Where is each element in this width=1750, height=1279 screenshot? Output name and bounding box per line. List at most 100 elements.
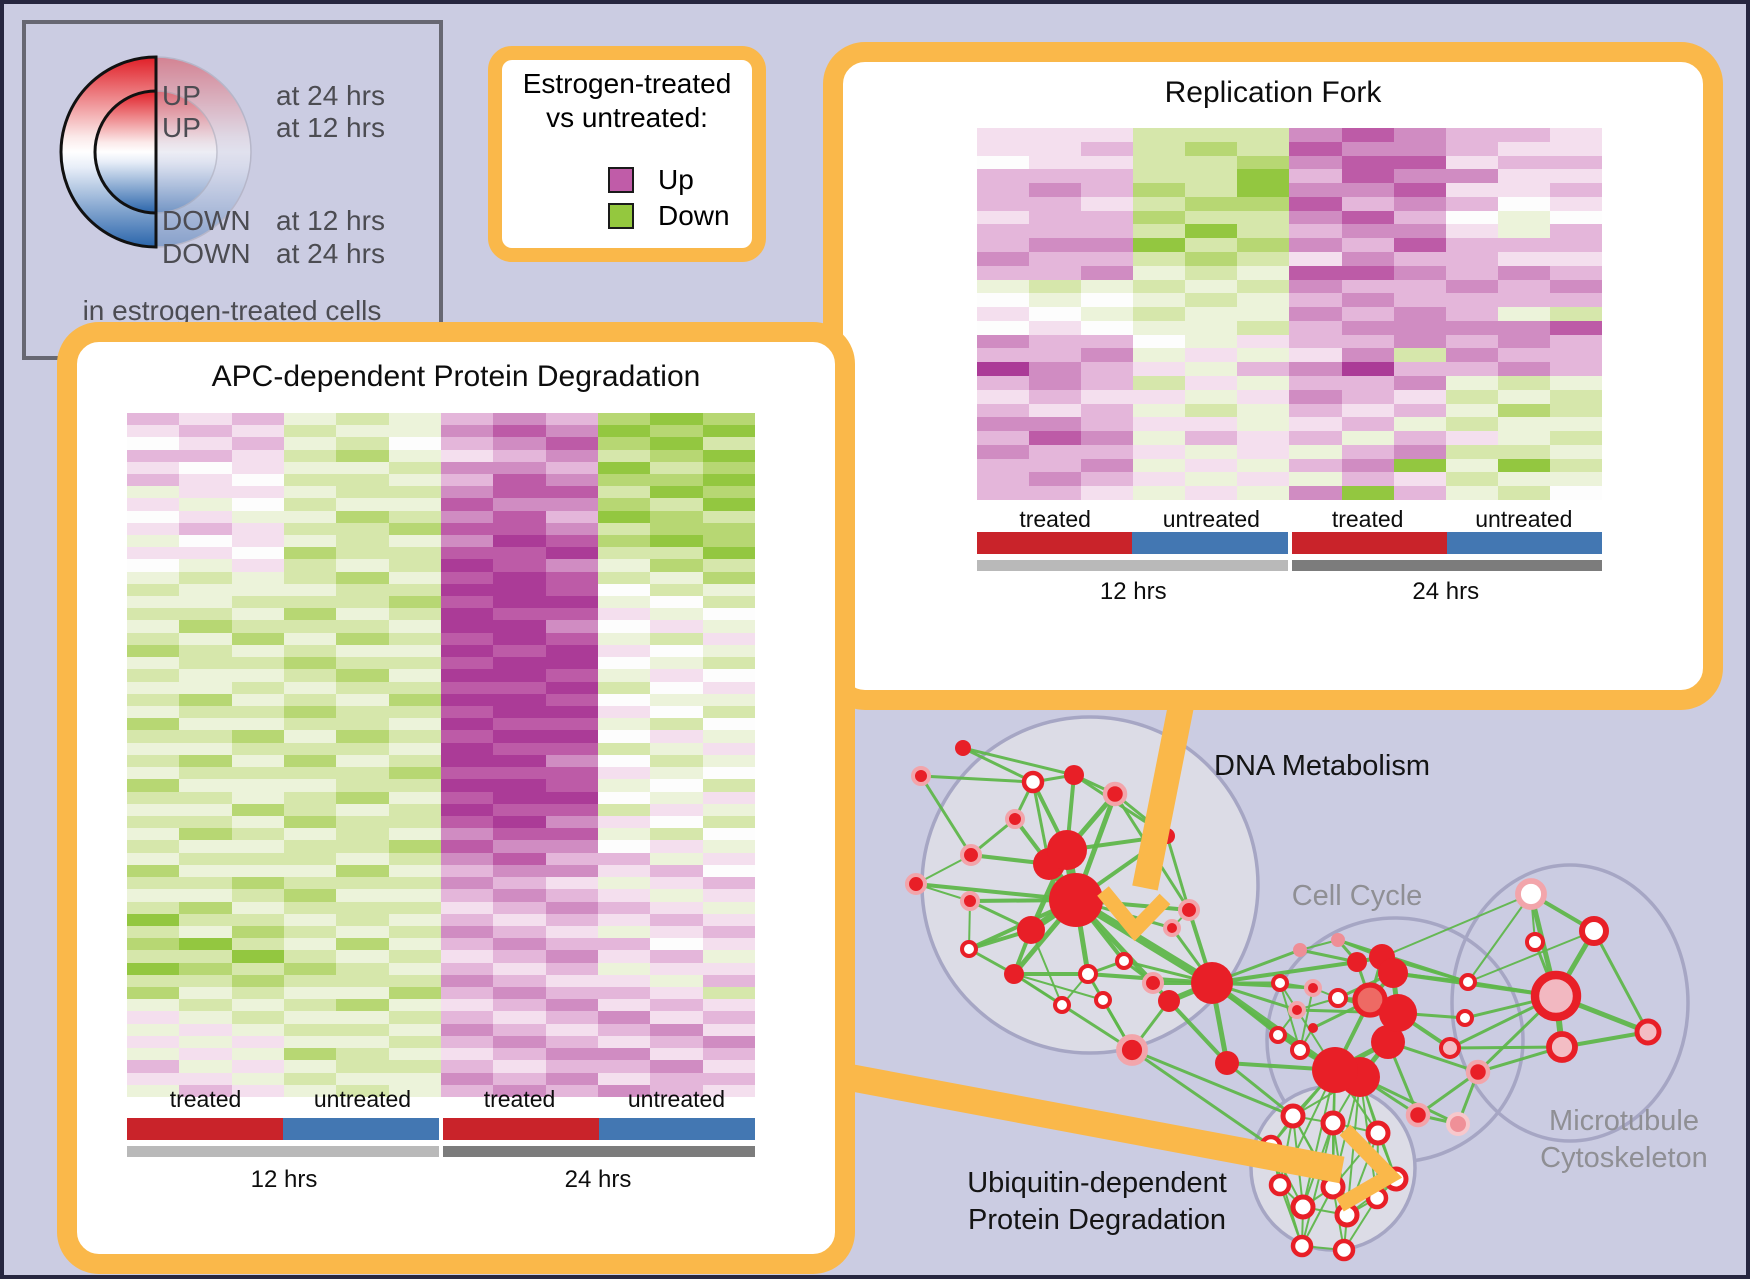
heatmap-cell [336, 571, 389, 584]
heatmap-cell [1133, 141, 1186, 156]
heatmap-cell [597, 681, 651, 694]
heatmap-cell [127, 742, 180, 755]
heatmap-cell [702, 1084, 755, 1097]
heatmap-cell [1133, 224, 1186, 239]
heatmap-cell [1497, 431, 1550, 445]
heatmap-cell [336, 864, 389, 878]
rf-group-treated-24: treated [1331, 506, 1404, 532]
network-edge [1167, 999, 1229, 1065]
heatmap-cell [1237, 431, 1290, 445]
heatmap-cell [545, 486, 598, 499]
heatmap-cell [440, 803, 494, 816]
heatmap-cell [1549, 251, 1602, 266]
heatmap-cell [336, 950, 389, 963]
heatmap-cell [1497, 196, 1550, 211]
heatmap-cell [127, 938, 180, 951]
heatmap-cell [231, 535, 284, 548]
heatmap-cell [1029, 169, 1082, 184]
heatmap-cell [283, 583, 337, 597]
heatmap-cell [1341, 128, 1394, 142]
heatmap-cell [545, 474, 598, 487]
heatmap-cell [283, 547, 337, 560]
heatmap-cell [597, 962, 651, 975]
heatmap-cell [440, 498, 494, 511]
heatmap-cell [179, 901, 232, 914]
heatmap-cell [1393, 238, 1446, 252]
heatmap-cell [127, 535, 180, 548]
heatmap-cell [283, 754, 337, 768]
heatmap-cell [283, 962, 337, 975]
heatmap-cell [1393, 279, 1446, 294]
heatmap-cell [545, 535, 598, 548]
apc-panel: APC-dependent Protein Degradation treate… [57, 322, 855, 1274]
heatmap-cell [127, 657, 180, 670]
heatmap-cell [493, 901, 546, 914]
heatmap-cell [440, 840, 494, 853]
heatmap-cell [179, 974, 232, 988]
heatmap-cell [650, 620, 703, 633]
heatmap-cell [650, 925, 703, 939]
heatmap-cell [127, 596, 180, 609]
heatmap-cell [493, 1023, 546, 1036]
heatmap-cell [1289, 155, 1342, 170]
heatmap-cell [493, 987, 546, 1000]
heatmap-cell [1289, 417, 1342, 432]
heatmap-cell [336, 1072, 389, 1085]
heatmap-cell [1237, 307, 1290, 321]
heatmap-cell [1133, 472, 1186, 487]
heatmap-cell [650, 840, 703, 853]
heatmap-cell [1081, 128, 1134, 142]
heatmap-cell [1237, 128, 1290, 142]
heatmap-cell [388, 1035, 441, 1049]
heatmap-cell [127, 730, 180, 743]
heatmap-cell [388, 1023, 441, 1036]
heatmap-cell [388, 803, 441, 816]
heatmap-cell [1133, 196, 1186, 211]
heatmap-cell [1185, 293, 1238, 308]
heatmap-cell [283, 987, 337, 1000]
heatmap-cell [1081, 210, 1134, 225]
heatmap-cell [388, 913, 441, 926]
heatmap-cell [650, 815, 703, 829]
heatmap-cell [1549, 224, 1602, 239]
heatmap-cell [231, 669, 284, 682]
heatmap-cell [1237, 348, 1290, 363]
heatmap-cell [1185, 251, 1238, 266]
heatmap-cell [702, 901, 755, 914]
network-node [1271, 974, 1289, 992]
heatmap-cell [650, 449, 703, 462]
heatmap-cell [1029, 251, 1082, 266]
heatmap-cell [1341, 307, 1394, 321]
cluster-label-ub: Protein Degradation [968, 1204, 1226, 1236]
network-node [1290, 1194, 1316, 1220]
apc-time-24hrs: 24 hrs [564, 1166, 632, 1193]
rf-time-labels: 12 hrs 24 hrs [977, 578, 1602, 606]
heatmap-cell [597, 1048, 651, 1061]
heatmap-cell [650, 1023, 703, 1036]
heatmap-cell [231, 889, 284, 902]
heatmap-cell [179, 474, 232, 487]
heatmap-cell [597, 425, 651, 438]
heatmap-cell [977, 128, 1030, 142]
heatmap-cell [1393, 251, 1446, 266]
heatmap-cell [1237, 238, 1290, 252]
heatmap-cell [493, 767, 546, 780]
heatmap-cell [127, 913, 180, 926]
network-node [904, 872, 928, 896]
heatmap-cell [1497, 417, 1550, 432]
heatmap-cell [283, 950, 337, 963]
heatmap-cell [597, 877, 651, 890]
heatmap-cell [1029, 155, 1082, 170]
heatmap-cell [1081, 472, 1134, 487]
heatmap-cell [545, 1060, 598, 1073]
heatmap-cell [283, 1060, 337, 1073]
cluster-label-mt: Microtubule [1549, 1105, 1699, 1137]
heatmap-cell [179, 608, 232, 621]
heatmap-cell [493, 828, 546, 841]
heatmap-cell [179, 754, 232, 768]
heatmap-cell [388, 754, 441, 768]
heatmap-cell [283, 413, 337, 426]
heatmap-cell [1341, 348, 1394, 363]
heatmap-cell [1341, 417, 1394, 432]
heatmap-cell [440, 877, 494, 890]
